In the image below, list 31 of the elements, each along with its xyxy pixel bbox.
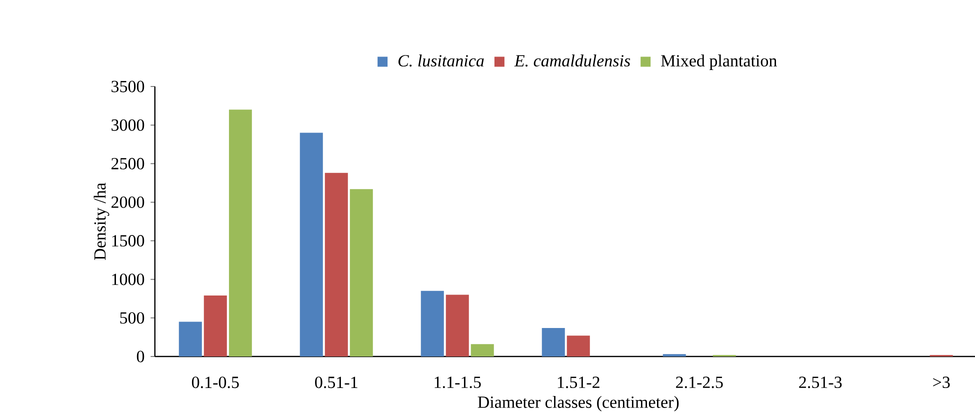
bar [324, 172, 348, 356]
y-tick-label: 3500 [112, 80, 144, 92]
bar [420, 290, 444, 356]
x-axis-title: Diameter classes (centimeter) [478, 396, 679, 412]
bar [178, 322, 202, 356]
bar [228, 110, 252, 356]
x-tick-label: 2.51-3 [799, 376, 842, 388]
y-tick-label: 1500 [112, 235, 144, 247]
x-tick-label: 2.1-2.5 [676, 376, 723, 388]
y-tick-label: 500 [120, 312, 144, 324]
bar [542, 328, 565, 356]
legend-label: C. lusitanica [398, 54, 484, 67]
bar [300, 132, 323, 356]
x-tick-label: 0.51-1 [315, 376, 358, 388]
bar [566, 336, 590, 356]
y-tick-label: 2500 [112, 158, 144, 170]
legend-label: Mixed plantation [661, 54, 777, 70]
x-tick-label: 1.1-1.5 [434, 376, 481, 388]
y-tick-label: 1000 [112, 274, 144, 286]
bar [350, 189, 373, 356]
bar [446, 294, 469, 356]
y-axis-title: Density /ha [94, 182, 110, 260]
x-tick-label: 0.1-0.5 [192, 376, 239, 388]
legend-label: E. camaldulensis [514, 54, 630, 67]
x-tick-label: 1.51-2 [558, 376, 600, 388]
y-tick-label: 0 [136, 350, 144, 362]
bar [204, 296, 227, 356]
y-tick-label: 3000 [112, 119, 144, 131]
y-tick-label: 2000 [112, 196, 144, 208]
bar [470, 344, 494, 356]
x-tick-label: >3 [933, 376, 950, 388]
